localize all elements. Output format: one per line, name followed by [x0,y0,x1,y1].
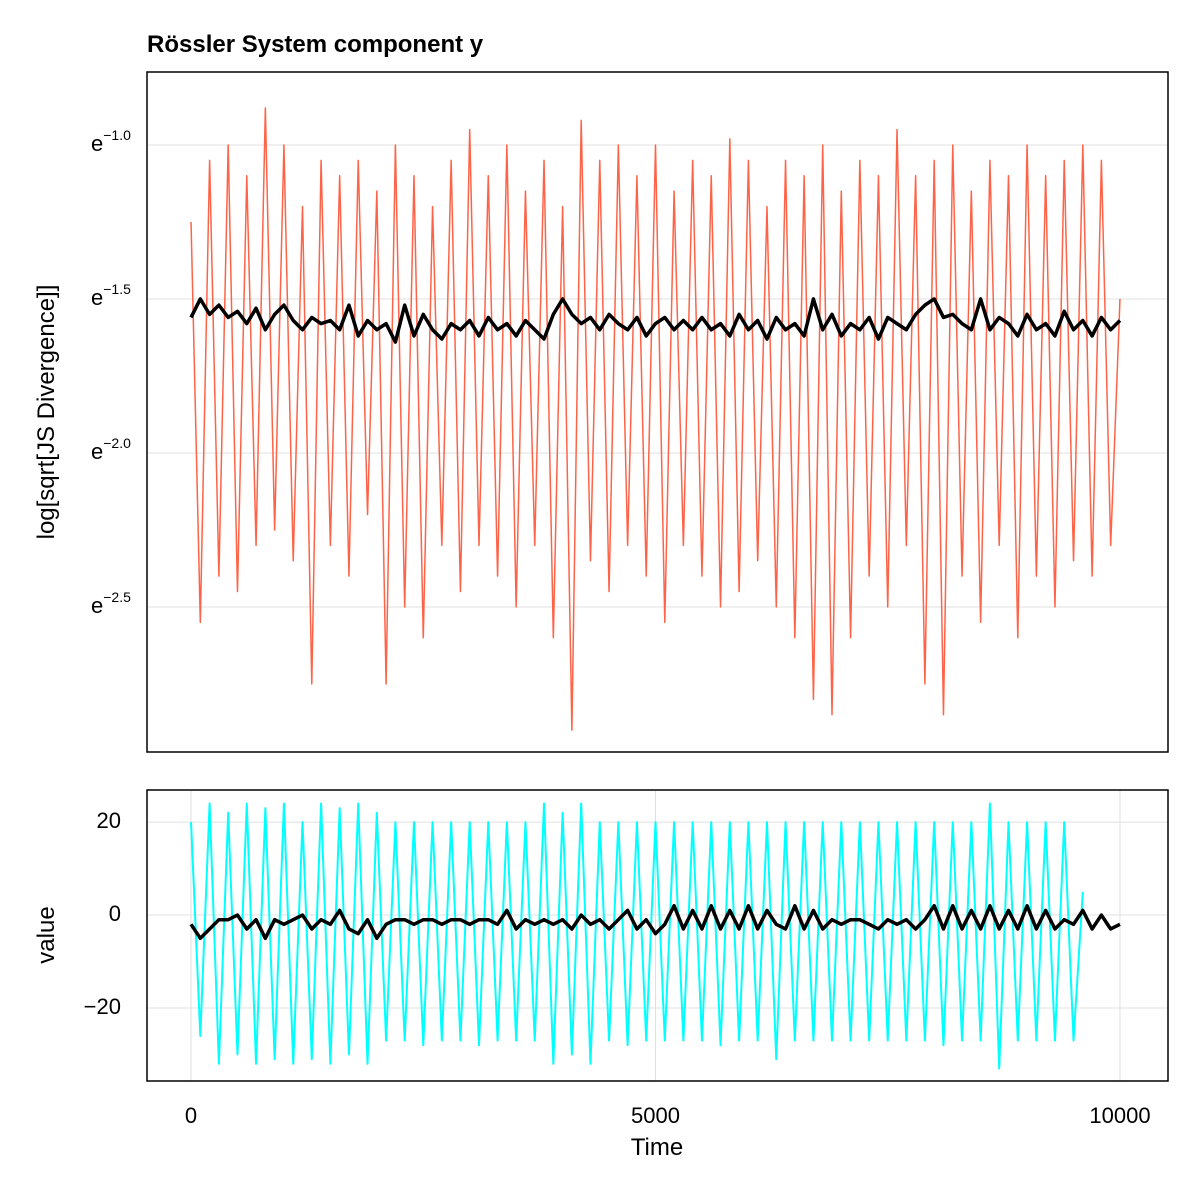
tick-base: e [91,285,103,310]
tick-exponent: −2.5 [103,589,131,605]
chart-title: Rössler System component y [147,31,484,58]
y-tick-label: 20 [97,808,121,833]
x-tick-label: 0 [185,1103,197,1128]
data-line [190,107,1121,731]
data-line [189,904,1121,941]
y-tick-label: e−2.0 [91,435,131,464]
plot-frame [146,71,1169,753]
data-line [190,802,1084,1070]
x-tick-label: 10000 [1089,1103,1150,1128]
y-tick-label: e−1.0 [91,127,131,156]
y-tick-label: 0 [109,901,121,926]
plot-frame [146,789,1169,1082]
y-tick-label: −20 [84,994,121,1019]
tick-base: e [91,593,103,618]
y-axis-label: log[sqrt[JS Divergence]] [33,285,60,540]
tick-exponent: −1.0 [103,127,131,143]
tick-base: e [91,439,103,464]
y-tick-label: e−2.5 [91,589,131,618]
tick-base: e [91,131,103,156]
x-axis-label: Time [631,1134,683,1161]
tick-exponent: −1.5 [103,281,131,297]
tick-exponent: −2.0 [103,435,131,451]
y-axis-label: value [33,906,60,963]
data-line [189,297,1122,344]
y-tick-label: e−1.5 [91,281,131,310]
x-tick-label: 5000 [631,1103,680,1128]
